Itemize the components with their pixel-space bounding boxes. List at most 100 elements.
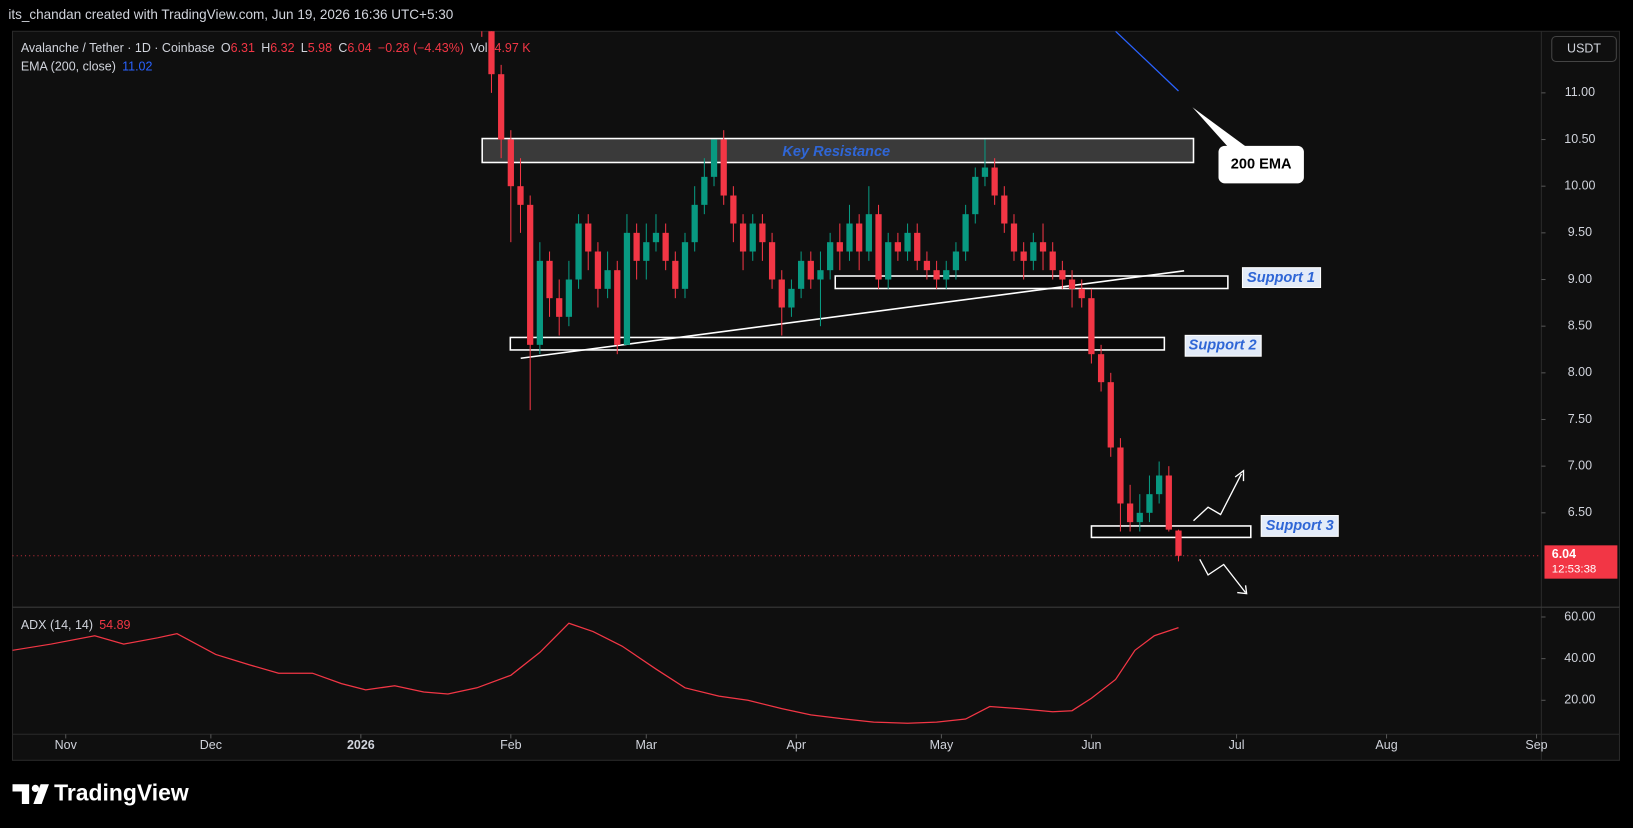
candle-body <box>836 242 843 252</box>
y-tick-label: 7.00 <box>1568 458 1592 472</box>
candle-body <box>1175 530 1182 556</box>
brand: TradingView <box>54 780 189 806</box>
candle-body <box>991 167 998 196</box>
y-tick-label: 20.00 <box>1564 693 1595 707</box>
candle-body <box>1088 298 1095 355</box>
candle-body <box>1156 475 1163 495</box>
candle-body <box>614 270 621 345</box>
candle-body <box>759 223 766 243</box>
candle-body <box>933 270 940 280</box>
adx-pane <box>12 622 1179 724</box>
x-tick-label: Dec <box>200 738 222 752</box>
candle-body <box>575 223 582 280</box>
y-tick-label: 6.50 <box>1568 505 1592 519</box>
candle-body <box>894 242 902 252</box>
series-name: EMA (200, close) <box>21 60 116 74</box>
logo-mark <box>33 784 49 805</box>
currency-box[interactable] <box>1551 35 1617 62</box>
y-tick-label: 10.50 <box>1564 132 1595 146</box>
adx-line <box>12 622 1179 724</box>
candle-body <box>1165 475 1172 530</box>
candle-body <box>565 279 573 317</box>
change: −0.28 (−4.43%) <box>378 41 464 55</box>
candle-body <box>652 232 660 243</box>
candle-body <box>1136 512 1143 523</box>
symbol: Avalanche / Tether · 1D · Coinbase <box>21 41 215 55</box>
candle-body <box>914 232 921 261</box>
candle-body <box>604 270 611 289</box>
candle-body <box>720 139 727 196</box>
candle-body <box>633 232 640 261</box>
candle-body <box>952 251 960 271</box>
candle-body <box>710 139 718 177</box>
candle-body <box>1117 447 1124 504</box>
candle-body <box>594 251 602 289</box>
candle-body <box>517 186 524 205</box>
ema-line <box>1115 31 1179 92</box>
series-value: 54.89 <box>99 618 130 632</box>
candle-body <box>662 232 669 261</box>
legend-ema: EMA (200, close) 11.02 <box>21 60 153 74</box>
candle-body <box>827 242 834 271</box>
y-tick-label: 9.50 <box>1568 225 1592 239</box>
candle-body <box>797 260 805 289</box>
support-zone <box>834 275 1229 290</box>
candle-body <box>623 232 631 345</box>
logo-mark <box>31 784 40 793</box>
candle-body <box>788 288 795 308</box>
candle-body <box>981 167 989 177</box>
candle-body <box>885 242 892 280</box>
candle-body <box>1020 251 1027 261</box>
arrow-head <box>1237 585 1248 595</box>
ohlc-label: H <box>261 41 270 55</box>
y-tick-label: 9.00 <box>1568 272 1592 286</box>
support-zone <box>509 336 1166 351</box>
legend-main: Avalanche / Tether · 1D · Coinbase O6.31 H… <box>21 41 531 55</box>
logo-mark <box>12 784 30 805</box>
candle-body <box>1049 251 1056 271</box>
candle-body <box>1010 223 1018 252</box>
x-tick-label: Apr <box>787 738 806 752</box>
candle-body <box>1146 494 1153 513</box>
ohlc-value: 6.04 <box>347 41 371 55</box>
candle-body <box>846 223 853 252</box>
candle-body <box>1097 354 1105 383</box>
ohlc-label: O <box>221 41 231 55</box>
annotation-label: Key Resistance <box>782 144 890 160</box>
volume-label: Vol <box>470 41 487 55</box>
volume: 14.97 K <box>488 41 532 55</box>
candle-body <box>768 242 776 280</box>
x-tick-label: Sep <box>1525 738 1547 752</box>
candle-body <box>488 31 495 75</box>
candle-body <box>778 279 785 308</box>
series-value: 11.02 <box>122 60 152 74</box>
price-pane <box>481 31 1252 562</box>
x-tick-label: Feb <box>500 738 522 752</box>
callout-label: 200 EMA <box>1231 156 1292 172</box>
candle-body <box>923 260 931 271</box>
annotation-label: Support 2 <box>1189 338 1257 354</box>
x-tick-label: Nov <box>55 738 78 752</box>
ohlc-label: C <box>338 41 347 55</box>
annotation-label: Support 1 <box>1247 270 1315 286</box>
candle-body <box>856 223 863 252</box>
candle-body <box>643 242 650 261</box>
series-name: ADX (14, 14) <box>21 618 93 632</box>
candle-body <box>1001 195 1008 224</box>
y-tick-label: 60.00 <box>1564 609 1595 623</box>
candle-body <box>691 204 698 243</box>
candle-body <box>962 214 969 252</box>
ohlc-value: 6.31 <box>231 41 255 55</box>
currency: USDT <box>1567 41 1601 55</box>
callout-box <box>1218 145 1304 184</box>
candle-body <box>556 298 563 317</box>
candle-body <box>1107 382 1114 448</box>
ohlc-value: 5.98 <box>308 41 332 55</box>
x-tick-label: Mar <box>636 738 658 752</box>
candle-body <box>1068 279 1076 289</box>
ohlc-value: 6.32 <box>270 41 294 55</box>
y-tick-label: 11.00 <box>1565 85 1595 99</box>
candle-body <box>546 260 553 299</box>
candle-body <box>585 223 592 252</box>
